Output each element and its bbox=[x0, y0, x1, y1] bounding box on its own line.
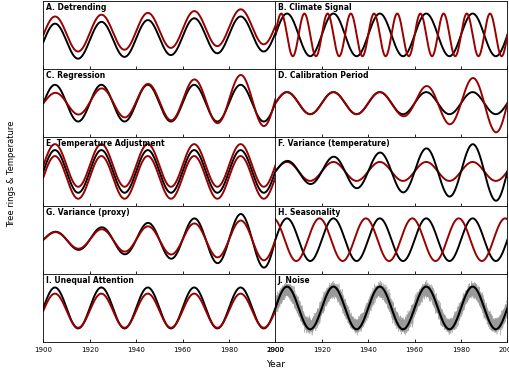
Text: I. Unequal Attention: I. Unequal Attention bbox=[46, 276, 133, 285]
Text: H. Seasonality: H. Seasonality bbox=[277, 208, 340, 217]
Text: C. Regression: C. Regression bbox=[46, 71, 105, 80]
Text: G. Variance (proxy): G. Variance (proxy) bbox=[46, 208, 129, 217]
Text: F. Variance (temperature): F. Variance (temperature) bbox=[277, 139, 388, 148]
Text: E. Temperature Adjustment: E. Temperature Adjustment bbox=[46, 139, 164, 148]
Text: Year: Year bbox=[265, 359, 285, 369]
Text: A. Detrending: A. Detrending bbox=[46, 3, 106, 12]
Text: J. Noise: J. Noise bbox=[277, 276, 310, 285]
Text: D. Calibration Period: D. Calibration Period bbox=[277, 71, 367, 80]
Text: B. Climate Signal: B. Climate Signal bbox=[277, 3, 351, 12]
Text: Tree rings & Temperature: Tree rings & Temperature bbox=[7, 121, 16, 227]
